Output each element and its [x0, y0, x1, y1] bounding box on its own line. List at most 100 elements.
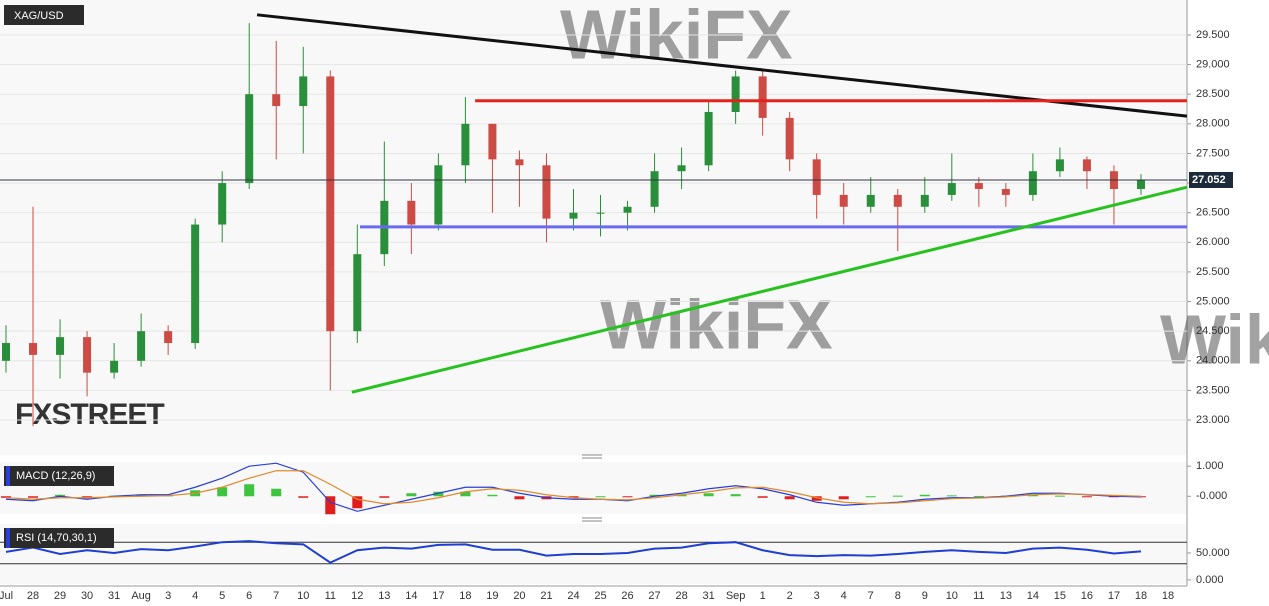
trend-line	[351, 185, 1188, 394]
histogram-bar	[568, 496, 579, 498]
candle-body	[569, 212, 578, 219]
candle-body	[542, 165, 551, 219]
rsi-line	[5, 540, 1142, 564]
indicator-color	[6, 528, 10, 548]
candle-body	[56, 337, 65, 355]
histogram-bar	[919, 494, 930, 497]
candle-body	[164, 331, 173, 344]
panel-handle[interactable]	[582, 517, 602, 522]
candle-body	[839, 194, 848, 207]
y-tick-label: 28.500	[1196, 88, 1230, 100]
candle-body	[29, 343, 38, 355]
x-tick-label: Jul	[0, 590, 13, 602]
histogram-bar	[271, 488, 282, 497]
candle-body	[731, 76, 740, 112]
x-tick-label: 7	[273, 590, 279, 602]
candle-body	[785, 117, 794, 160]
candle-body	[866, 194, 875, 207]
x-tick-label: 1	[760, 590, 766, 602]
y-tick-label: 23.000	[1196, 414, 1230, 426]
histogram-bar	[379, 496, 390, 498]
panel-handle[interactable]	[582, 454, 602, 459]
histogram-bar	[595, 496, 606, 498]
histogram-bar	[946, 495, 957, 497]
y-tick-label: 28.000	[1196, 118, 1230, 130]
histogram-bar	[730, 494, 741, 497]
candle-body	[110, 360, 119, 373]
candle-body	[650, 171, 659, 207]
candle-body	[974, 183, 983, 189]
histogram-bar	[622, 496, 633, 498]
candle-body	[83, 337, 92, 373]
candle-body	[137, 331, 146, 361]
histogram-bar	[325, 496, 336, 515]
histogram-bar	[757, 496, 768, 498]
x-tick-label: 30	[81, 590, 93, 602]
watermark: WikiFX	[560, 0, 793, 73]
x-tick-label: 12	[351, 590, 363, 602]
x-tick-label: 5	[219, 590, 225, 602]
watermark: WikiFX	[600, 285, 833, 363]
x-tick-label: 28	[675, 590, 687, 602]
logo: FXSTREET	[15, 398, 164, 431]
histogram-bar	[703, 493, 714, 497]
y-tick-label: -0.000	[1196, 490, 1227, 502]
candle-body	[920, 194, 929, 207]
candle-body	[1136, 180, 1145, 189]
x-tick-label: 3	[814, 590, 820, 602]
candle-body	[1055, 159, 1064, 172]
y-tick-label: 26.000	[1196, 236, 1230, 248]
x-tick-label: Sep	[726, 590, 746, 602]
histogram-bar	[406, 493, 417, 497]
x-tick-label: 31	[108, 590, 120, 602]
y-tick-label: 50.000	[1196, 547, 1230, 559]
histogram-bar	[298, 496, 309, 498]
candle-body	[893, 194, 902, 207]
histogram-bar	[136, 494, 147, 497]
x-tick-label: 10	[297, 590, 309, 602]
last-price-label: 27.052	[1192, 174, 1226, 186]
x-tick-label: 31	[702, 590, 714, 602]
candle-body	[758, 76, 767, 118]
candle-body	[2, 343, 10, 361]
candle-body	[623, 206, 632, 213]
x-tick-label: 18	[1162, 590, 1174, 602]
candle-body	[1028, 171, 1037, 195]
y-tick-label: 0.000	[1196, 574, 1224, 586]
candle-body	[461, 123, 470, 166]
x-tick-label: 10	[946, 590, 958, 602]
histogram-bar	[676, 494, 687, 497]
candle-body	[596, 212, 605, 214]
histogram-bar	[487, 494, 498, 497]
y-tick-label: 26.500	[1196, 207, 1230, 219]
candle-body	[488, 123, 497, 160]
x-tick-label: 3	[165, 590, 171, 602]
watermark: WikiFX	[1160, 300, 1269, 378]
histogram-bar	[1054, 495, 1065, 497]
histogram-bar	[82, 496, 93, 498]
x-tick-label: Aug	[131, 590, 151, 602]
macd-panel	[0, 462, 1187, 514]
histogram-bar	[649, 494, 660, 497]
macd-line	[5, 462, 1141, 512]
candle-body	[1082, 159, 1091, 172]
x-tick-label: 9	[922, 590, 928, 602]
x-tick-label: 6	[246, 590, 252, 602]
x-tick-label: 13	[1000, 590, 1012, 602]
x-tick-label: 26	[621, 590, 633, 602]
x-tick-label: 14	[1027, 590, 1039, 602]
histogram-bar	[433, 491, 444, 497]
candle-body	[326, 76, 335, 332]
histogram-bar	[460, 491, 471, 497]
histogram-bar	[217, 487, 228, 497]
x-tick-label: 21	[540, 590, 552, 602]
symbol-box	[4, 5, 84, 25]
x-tick-label: 19	[486, 590, 498, 602]
histogram-bar	[811, 496, 822, 501]
y-tick-label: 25.000	[1196, 295, 1230, 307]
histogram-bar	[838, 496, 849, 500]
y-tick-label: 24.500	[1196, 325, 1230, 337]
candle-body	[272, 94, 281, 107]
candle-body	[299, 76, 308, 107]
